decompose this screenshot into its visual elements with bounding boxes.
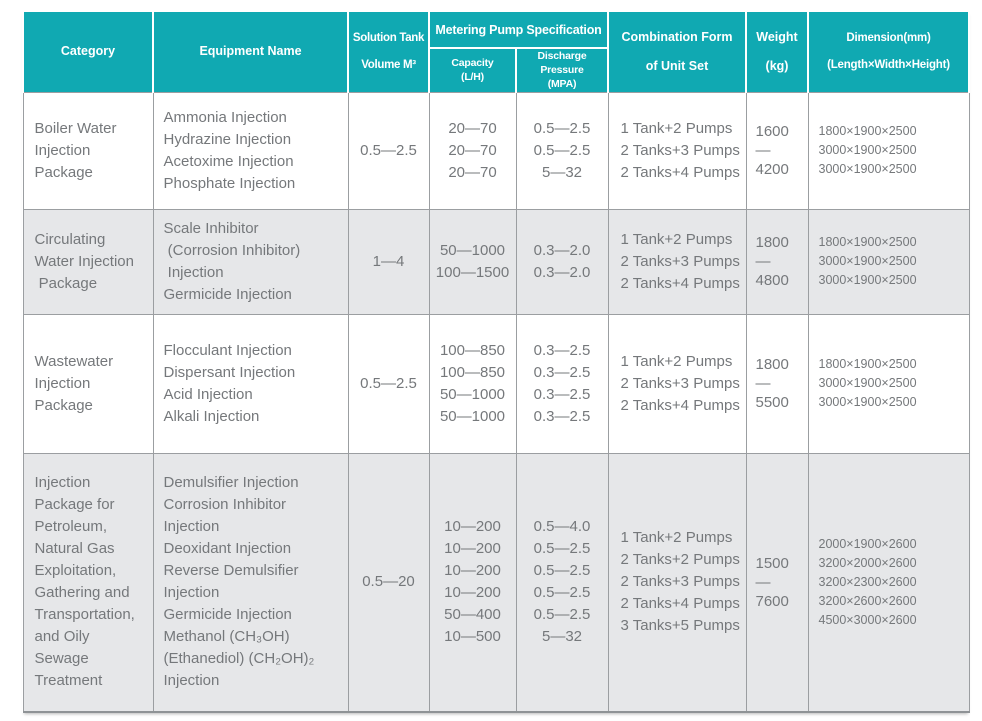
cell-combination-form: 1 Tank+2 Pumps 2 Tanks+3 Pumps 2 Tanks+4… bbox=[607, 91, 747, 210]
cell-combination-form: 1 Tank+2 Pumps 2 Tanks+2 Pumps 2 Tanks+3… bbox=[607, 452, 747, 714]
row-boiler-water: Boiler Water Injection Package Ammonia I… bbox=[22, 91, 970, 210]
cell-category: Boiler Water Injection Package bbox=[22, 91, 154, 210]
cell-capacity: 20—70 20—70 20—70 bbox=[428, 91, 517, 210]
cell-discharge-pressure: 0.3—2.0 0.3—2.0 bbox=[515, 208, 609, 315]
row-circulating-water: Circulating Water Injection Package Scal… bbox=[22, 208, 970, 315]
cell-tank-volume: 0.5—2.5 bbox=[347, 91, 430, 210]
cell-combination-form: 1 Tank+2 Pumps 2 Tanks+3 Pumps 2 Tanks+4… bbox=[607, 313, 747, 454]
cell-capacity: 10—200 10—200 10—200 10—200 50—400 10—50… bbox=[428, 452, 517, 714]
row-petroleum-injection: Injection Package for Petroleum, Natural… bbox=[22, 452, 970, 714]
header-solution-tank-volume: Solution Tank Volume M³ bbox=[347, 9, 430, 93]
cell-category: Injection Package for Petroleum, Natural… bbox=[22, 452, 154, 714]
header-capacity: Capacity (L/H) bbox=[428, 46, 517, 93]
cell-equipment-name: Ammonia Injection Hydrazine Injection Ac… bbox=[152, 91, 349, 210]
cell-equipment-name: Scale Inhibitor (Corrosion Inhibitor) In… bbox=[152, 208, 349, 315]
cell-weight: 1500— 7600 bbox=[745, 452, 809, 714]
cell-tank-volume: 0.5—20 bbox=[347, 452, 430, 714]
header-metering-pump-spec: Metering Pump Specification bbox=[428, 10, 609, 49]
cell-dimension: 1800×1900×2500 3000×1900×2500 3000×1900×… bbox=[807, 313, 970, 454]
cell-dimension: 1800×1900×2500 3000×1900×2500 3000×1900×… bbox=[807, 208, 970, 315]
cell-discharge-pressure: 0.5—4.0 0.5—2.5 0.5—2.5 0.5—2.5 0.5—2.5 … bbox=[515, 452, 609, 714]
cell-category: Circulating Water Injection Package bbox=[22, 208, 154, 315]
cell-equipment-name: Flocculant Injection Dispersant Injectio… bbox=[152, 313, 349, 454]
header-discharge-pressure: Discharge Pressure (MPA) bbox=[515, 46, 609, 93]
equipment-spec-table: Category Equipment Name Solution Tank Vo… bbox=[22, 9, 970, 714]
cell-dimension: 1800×1900×2500 3000×1900×2500 3000×1900×… bbox=[807, 91, 970, 210]
cell-equipment-name: Demulsifier Injection Corrosion Inhibito… bbox=[152, 452, 349, 714]
cell-category: Wastewater Injection Package bbox=[22, 313, 154, 454]
equipment-spec-table-wrap: Category Equipment Name Solution Tank Vo… bbox=[22, 9, 970, 714]
cell-weight: 1600— 4200 bbox=[745, 91, 809, 210]
cell-discharge-pressure: 0.3—2.5 0.3—2.5 0.3—2.5 0.3—2.5 bbox=[515, 313, 609, 454]
cell-dimension: 2000×1900×2600 3200×2000×2600 3200×2300×… bbox=[807, 452, 970, 714]
header-combination-form: Combination Form of Unit Set bbox=[607, 9, 747, 93]
row-wastewater: Wastewater Injection Package Flocculant … bbox=[22, 313, 970, 454]
cell-capacity: 50—1000 100—1500 bbox=[428, 208, 517, 315]
cell-tank-volume: 0.5—2.5 bbox=[347, 313, 430, 454]
cell-tank-volume: 1—4 bbox=[347, 208, 430, 315]
header-category: Category bbox=[22, 9, 154, 93]
cell-capacity: 100—850 100—850 50—1000 50—1000 bbox=[428, 313, 517, 454]
header-equipment-name: Equipment Name bbox=[152, 9, 349, 93]
header-dimension: Dimension(mm) (Length×Width×Height) bbox=[807, 9, 970, 93]
cell-combination-form: 1 Tank+2 Pumps 2 Tanks+3 Pumps 2 Tanks+4… bbox=[607, 208, 747, 315]
header-weight: Weight (kg) bbox=[745, 9, 809, 93]
cell-weight: 1800— 5500 bbox=[745, 313, 809, 454]
cell-weight: 1800— 4800 bbox=[745, 208, 809, 315]
cell-discharge-pressure: 0.5—2.5 0.5—2.5 5—32 bbox=[515, 91, 609, 210]
